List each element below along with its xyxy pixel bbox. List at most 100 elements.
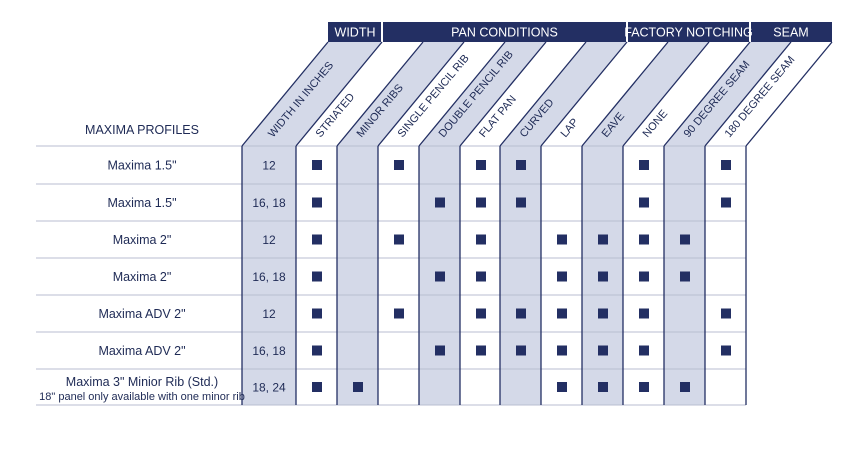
- profile-name: Maxima ADV 2": [98, 307, 185, 321]
- width-value: 16, 18: [252, 196, 286, 210]
- table-row: Maxima 2" 16, 18: [113, 270, 690, 284]
- availability-mark: [598, 234, 608, 245]
- availability-mark: [680, 382, 690, 392]
- availability-mark: [476, 197, 486, 208]
- width-value: 12: [262, 233, 276, 247]
- table-rows: Maxima 1.5" 12 Maxima 1.5" 16, 18 Maxima 2" 1…: [39, 159, 731, 403]
- column-diagonal-line: [622, 41, 710, 147]
- availability-mark: [721, 345, 731, 356]
- column-diagonal-line: [418, 41, 506, 147]
- group-label: SEAM: [773, 26, 808, 40]
- table-row: Maxima ADV 2" 12: [98, 307, 731, 321]
- column-shade-band: [582, 42, 709, 405]
- availability-mark: [721, 308, 731, 319]
- availability-mark: [557, 345, 567, 356]
- column-diagonal-line: [663, 41, 751, 147]
- availability-mark: [639, 308, 649, 319]
- column-shade-band: [337, 42, 464, 405]
- column-diagonal-line: [295, 41, 383, 147]
- availability-mark: [394, 234, 404, 245]
- availability-mark: [557, 382, 567, 392]
- availability-mark: [639, 197, 649, 208]
- column-diagonal-line: [581, 41, 669, 147]
- availability-mark: [516, 345, 526, 356]
- profile-name: Maxima 1.5": [107, 196, 176, 210]
- profile-name: Maxima 2": [113, 233, 172, 247]
- column-diagonal-line: [241, 41, 329, 147]
- column-shade-band: [664, 42, 791, 405]
- group-label: FACTORY NOTCHING: [624, 26, 753, 40]
- availability-mark: [639, 345, 649, 356]
- availability-mark: [557, 271, 567, 282]
- availability-mark: [680, 271, 690, 282]
- availability-mark: [516, 308, 526, 319]
- table-grid: [36, 145, 746, 406]
- availability-mark: [476, 271, 486, 282]
- width-value: 16, 18: [252, 270, 286, 284]
- column-shade-band: [242, 42, 382, 405]
- column-diagonal-line: [336, 41, 424, 147]
- availability-mark: [598, 382, 608, 392]
- profile-name: Maxima 3" Minior Rib (Std.): [66, 375, 218, 389]
- column-diagonal-line: [704, 41, 792, 147]
- availability-mark: [721, 197, 731, 208]
- column-diagonal-line: [459, 41, 547, 147]
- availability-mark: [312, 234, 322, 245]
- availability-mark: [435, 197, 445, 208]
- profile-name: Maxima 2": [113, 270, 172, 284]
- column-diagonal-line: [377, 41, 465, 147]
- table-row: Maxima 2" 12: [113, 233, 690, 247]
- profile-name: Maxima 1.5": [107, 159, 176, 173]
- availability-mark: [435, 345, 445, 356]
- profile-name: Maxima ADV 2": [98, 344, 185, 358]
- availability-mark: [557, 234, 567, 245]
- availability-mark: [394, 308, 404, 319]
- availability-mark: [516, 160, 526, 170]
- availability-mark: [598, 345, 608, 356]
- header-bar-bg: [328, 22, 832, 42]
- column-diagonal-line: [499, 41, 587, 147]
- availability-mark: [639, 271, 649, 282]
- availability-mark: [353, 382, 363, 392]
- availability-mark: [435, 271, 445, 282]
- column-diagonal-line: [745, 41, 833, 147]
- group-header-bar: WIDTH PAN CONDITIONS FACTORY NOTCHING SEAM: [328, 22, 832, 42]
- table-row: Maxima ADV 2" 16, 18: [98, 344, 731, 358]
- availability-mark: [312, 271, 322, 282]
- width-value: 16, 18: [252, 344, 286, 358]
- availability-mark: [476, 160, 486, 170]
- availability-mark: [312, 197, 322, 208]
- availability-mark: [639, 160, 649, 170]
- column-shade-band: [419, 42, 546, 405]
- width-value: 12: [262, 159, 276, 173]
- column-diagonal-line: [540, 41, 628, 147]
- table-title: MAXIMA PROFILES: [85, 123, 199, 137]
- table-row: Maxima 1.5" 12: [107, 159, 731, 173]
- group-label: WIDTH: [335, 26, 376, 40]
- width-value: 18, 24: [252, 381, 286, 395]
- width-value: 12: [262, 307, 276, 321]
- availability-mark: [516, 197, 526, 208]
- availability-mark: [394, 160, 404, 170]
- column-shade-band: [500, 42, 627, 405]
- availability-mark: [312, 308, 322, 319]
- availability-mark: [557, 308, 567, 319]
- availability-mark: [312, 382, 322, 392]
- table-row: Maxima 3" Minior Rib (Std.) 18" panel onl…: [39, 375, 690, 403]
- profile-note: 18" panel only available with one minor …: [39, 391, 245, 403]
- table-row: Maxima 1.5" 16, 18: [107, 196, 731, 210]
- availability-mark: [476, 345, 486, 356]
- availability-mark: [312, 160, 322, 170]
- availability-mark: [639, 234, 649, 245]
- availability-mark: [680, 234, 690, 245]
- availability-mark: [476, 234, 486, 245]
- availability-mark: [598, 308, 608, 319]
- availability-mark: [598, 271, 608, 282]
- group-label: PAN CONDITIONS: [451, 26, 558, 40]
- availability-mark: [476, 308, 486, 319]
- availability-mark: [639, 382, 649, 392]
- column-shading: [242, 42, 791, 405]
- availability-mark: [312, 345, 322, 356]
- availability-mark: [721, 160, 731, 170]
